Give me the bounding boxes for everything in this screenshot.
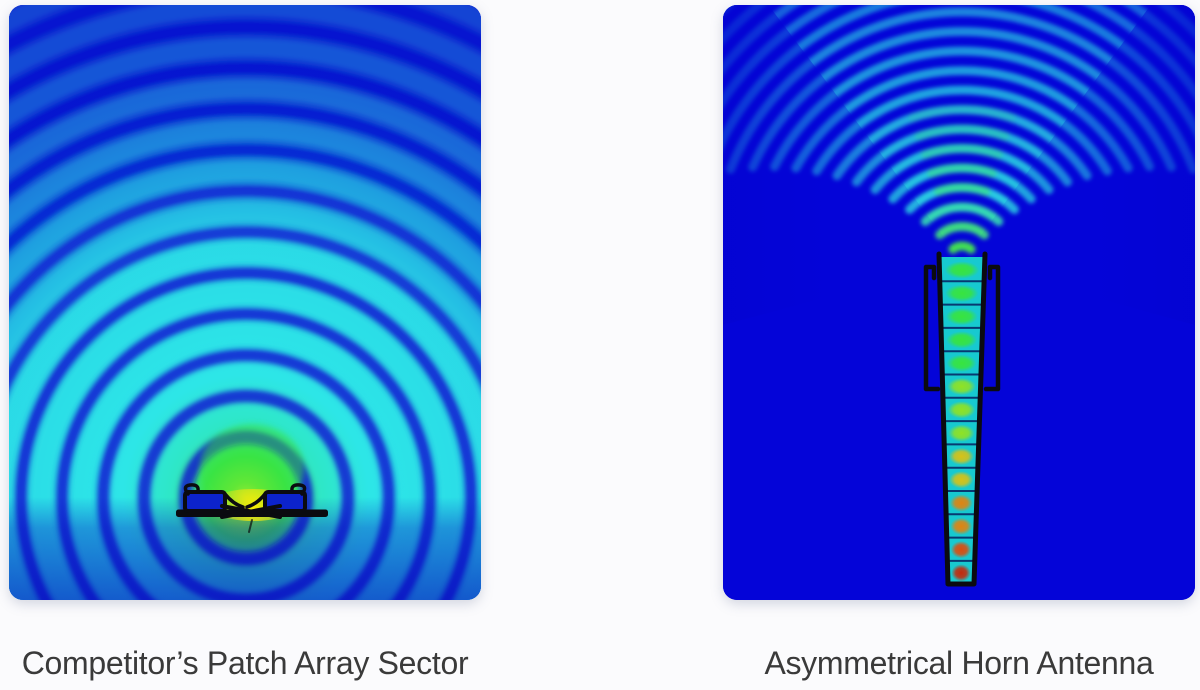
horn-antenna-simulation-image bbox=[723, 5, 1195, 600]
patch-array-caption: Competitor’s Patch Array Sector bbox=[21, 645, 469, 681]
horn-antenna-caption: Asymmetrical Horn Antenna bbox=[764, 645, 1154, 681]
patch-array-simulation-image bbox=[9, 5, 481, 600]
horn-antenna-panel bbox=[723, 5, 1195, 600]
patch-array-panel bbox=[9, 5, 481, 600]
